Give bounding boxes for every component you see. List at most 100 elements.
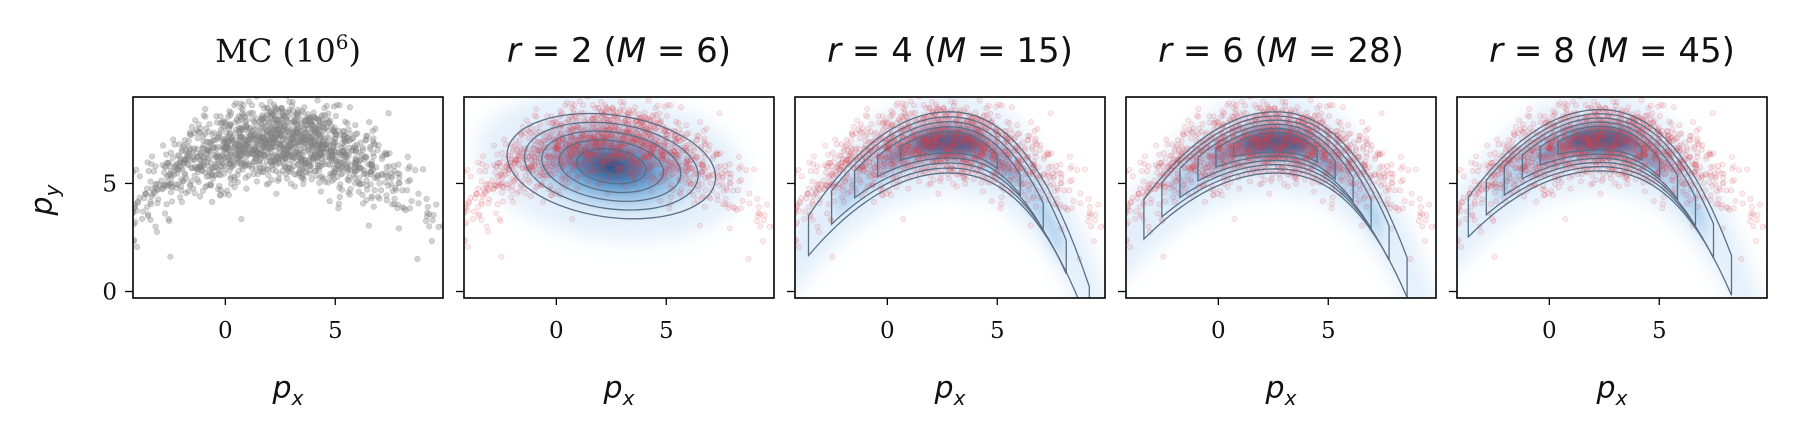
sample-point xyxy=(449,232,454,237)
sample-point xyxy=(1345,122,1352,129)
mc-point xyxy=(394,201,402,208)
sample-point xyxy=(446,226,451,231)
mc-point xyxy=(260,151,267,159)
mc-point xyxy=(262,136,270,143)
mc-point xyxy=(300,157,307,164)
mc-point xyxy=(149,191,156,198)
sample-point xyxy=(1014,131,1021,138)
sample-point xyxy=(1061,187,1068,194)
mc-point xyxy=(357,156,365,163)
mc-point xyxy=(370,153,377,160)
mc-point xyxy=(197,152,204,159)
mc-point xyxy=(236,133,243,140)
mc-point xyxy=(267,134,274,141)
sample-point xyxy=(687,149,694,156)
mc-point xyxy=(296,139,303,146)
sample-point xyxy=(725,170,732,177)
mc-point xyxy=(235,157,242,164)
mc-point xyxy=(268,138,275,145)
mc-point xyxy=(242,142,250,149)
mc-point xyxy=(184,155,192,162)
mc-point xyxy=(226,123,233,130)
mc-point xyxy=(354,130,361,137)
mc-point xyxy=(317,143,325,151)
sample-point xyxy=(508,156,515,162)
sample-point xyxy=(458,199,463,204)
mc-point xyxy=(263,158,270,165)
mc-point xyxy=(253,148,260,155)
mc-point xyxy=(343,134,350,142)
sample-point xyxy=(695,132,702,139)
mc-point xyxy=(366,145,374,152)
mc-point xyxy=(338,144,345,151)
sample-point xyxy=(960,174,967,181)
mc-point xyxy=(221,155,228,162)
mc-point xyxy=(279,111,286,118)
mc-point xyxy=(385,110,392,117)
mc-point xyxy=(307,155,314,162)
mc-point xyxy=(174,166,181,173)
sample-point xyxy=(629,156,636,163)
sample-point xyxy=(485,200,492,206)
mc-point xyxy=(281,163,288,170)
sample-point xyxy=(701,135,708,142)
mc-point xyxy=(314,122,322,129)
mc-point xyxy=(260,143,267,150)
mc-point xyxy=(335,127,342,134)
sample-point xyxy=(905,185,912,192)
mc-point xyxy=(155,196,162,203)
mc-point xyxy=(293,136,300,144)
mc-point xyxy=(352,148,360,155)
mc-point xyxy=(291,130,298,137)
mc-point xyxy=(94,242,100,248)
mc-point xyxy=(308,117,315,124)
mc-point xyxy=(298,107,306,115)
sample-point xyxy=(714,197,721,204)
mc-point xyxy=(223,141,230,148)
mc-point xyxy=(341,136,348,144)
mc-point xyxy=(268,129,275,137)
mc-point xyxy=(195,121,202,128)
mc-point xyxy=(316,152,323,159)
mc-point xyxy=(245,162,252,169)
sample-point xyxy=(754,196,761,202)
mc-point xyxy=(248,127,256,135)
sample-point xyxy=(871,171,877,177)
mc-point xyxy=(330,139,337,147)
sample-point xyxy=(1066,187,1072,194)
mc-point xyxy=(254,170,261,178)
mc-point xyxy=(194,168,202,176)
mc-point xyxy=(367,181,374,188)
sample-point xyxy=(1090,238,1097,244)
mc-point xyxy=(284,118,291,125)
sample-point xyxy=(997,162,1004,169)
mc-point xyxy=(284,113,292,120)
mc-point xyxy=(192,165,199,172)
mc-point xyxy=(237,160,244,167)
mc-point xyxy=(377,187,385,194)
mc-point xyxy=(280,140,287,147)
mc-point xyxy=(147,198,154,205)
mc-point xyxy=(379,153,386,160)
mc-point xyxy=(268,108,275,115)
mc-point xyxy=(221,137,229,144)
mc-point xyxy=(343,165,350,172)
mc-point xyxy=(333,161,340,168)
mc-point xyxy=(395,225,403,232)
mc-point xyxy=(279,156,286,164)
sample-point xyxy=(774,223,779,228)
mc-point xyxy=(218,157,225,164)
mc-point xyxy=(273,105,280,113)
mc-point xyxy=(217,120,224,127)
mc-point xyxy=(237,152,244,159)
sample-point xyxy=(499,189,505,196)
mc-point xyxy=(272,156,279,163)
sample-point xyxy=(781,211,786,216)
mc-point xyxy=(339,165,346,172)
sample-point xyxy=(619,166,626,173)
mc-point xyxy=(358,180,365,187)
mc-point xyxy=(288,135,295,142)
mc-point xyxy=(203,151,210,158)
mc-point xyxy=(292,119,299,126)
mc-point xyxy=(208,172,216,179)
